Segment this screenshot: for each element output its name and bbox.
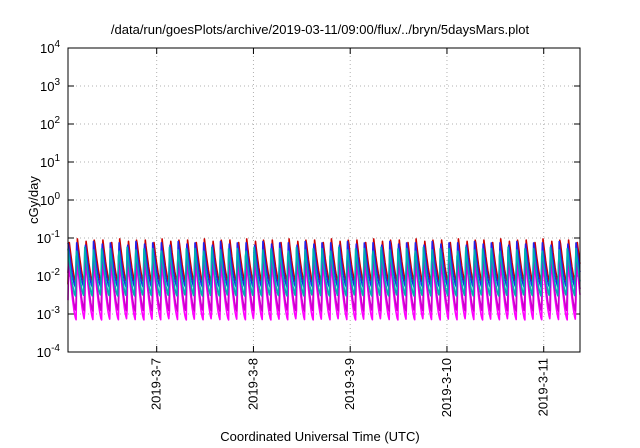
x-tick-label: 2019-3-7 <box>149 358 164 410</box>
y-tick-label: 10-4 <box>37 343 61 360</box>
y-tick-label: 104 <box>40 39 60 56</box>
y-tick-label: 100 <box>40 191 60 208</box>
series-line <box>67 246 581 297</box>
x-axis-label: Coordinated Universal Time (UTC) <box>220 429 420 444</box>
x-tick-label: 2019-3-10 <box>439 358 454 417</box>
x-tick-label: 2019-3-8 <box>245 358 260 410</box>
y-tick-label: 102 <box>40 115 60 132</box>
x-tick-label: 2019-3-11 <box>536 358 551 416</box>
series-line <box>67 240 581 289</box>
x-tick-label: 2019-3-9 <box>342 358 357 410</box>
y-tick-label: 10-3 <box>37 305 61 322</box>
y-tick-label: 101 <box>40 153 60 170</box>
chart-title: /data/run/goesPlots/archive/2019-03-11/0… <box>110 22 530 37</box>
y-tick-label: 103 <box>40 77 60 94</box>
y-axis-label: cGy/day <box>26 176 41 224</box>
y-tick-label: 10-1 <box>37 229 61 246</box>
plot-frame <box>67 47 581 353</box>
y-tick-label: 10-2 <box>37 267 61 284</box>
